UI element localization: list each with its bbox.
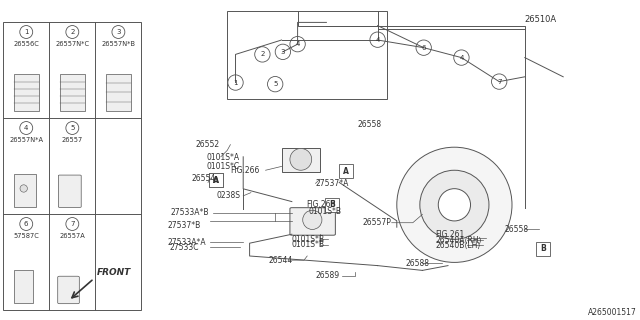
Text: 26557N*C: 26557N*C (55, 42, 90, 47)
Ellipse shape (397, 147, 512, 262)
Text: B: B (330, 200, 335, 209)
Text: 1: 1 (24, 29, 29, 35)
Ellipse shape (275, 44, 291, 60)
Text: 0101S*B: 0101S*B (292, 235, 325, 244)
Ellipse shape (66, 218, 79, 230)
Text: 26557N*A: 26557N*A (9, 138, 44, 143)
Text: 4: 4 (376, 37, 380, 43)
FancyBboxPatch shape (290, 208, 335, 235)
Bar (60, 74, 85, 111)
Ellipse shape (492, 74, 507, 89)
Bar (536, 242, 550, 256)
Text: B: B (540, 244, 545, 253)
Bar (227, 11, 387, 99)
Text: 5: 5 (70, 125, 74, 131)
Text: 4: 4 (460, 55, 463, 60)
Text: FIG.261: FIG.261 (435, 230, 465, 239)
Bar (209, 173, 223, 187)
Text: 0101S*B: 0101S*B (308, 207, 342, 216)
Text: FRONT: FRONT (97, 268, 132, 277)
Text: 57587C: 57587C (13, 234, 39, 239)
Text: A: A (213, 176, 220, 185)
Text: 26510A: 26510A (525, 15, 557, 24)
Ellipse shape (20, 185, 28, 192)
Ellipse shape (303, 210, 322, 229)
Ellipse shape (416, 40, 431, 55)
Ellipse shape (20, 218, 33, 230)
Text: A: A (213, 176, 220, 185)
Ellipse shape (20, 122, 33, 134)
Text: 27533A*A: 27533A*A (167, 238, 205, 247)
Text: 26557P: 26557P (363, 218, 392, 227)
Text: A: A (342, 167, 349, 176)
Bar (282, 148, 320, 172)
Bar (339, 164, 353, 178)
Text: 27537*A: 27537*A (316, 179, 349, 188)
Text: 26540B⟨LH⟩: 26540B⟨LH⟩ (435, 241, 481, 250)
Text: 4: 4 (24, 125, 28, 131)
Text: 26554: 26554 (192, 174, 216, 183)
Text: 26589: 26589 (316, 271, 340, 280)
Text: 26588: 26588 (405, 259, 429, 268)
Text: 2: 2 (260, 52, 264, 57)
FancyBboxPatch shape (58, 276, 79, 304)
Text: 26557N*B: 26557N*B (101, 42, 136, 47)
Text: 7: 7 (70, 221, 75, 227)
Text: 0101S*A: 0101S*A (206, 153, 239, 162)
Text: 6: 6 (421, 45, 426, 51)
Ellipse shape (255, 47, 270, 62)
Ellipse shape (454, 50, 469, 65)
Ellipse shape (20, 26, 33, 38)
Text: 7: 7 (497, 79, 502, 84)
Bar (106, 74, 131, 111)
Bar (13, 174, 36, 207)
Ellipse shape (66, 122, 79, 134)
Ellipse shape (370, 32, 385, 47)
Text: 6: 6 (24, 221, 29, 227)
Bar (325, 198, 339, 212)
Bar (3, 22, 141, 310)
Ellipse shape (420, 170, 489, 239)
Ellipse shape (268, 76, 283, 92)
Text: 26558: 26558 (357, 120, 381, 129)
Text: 5: 5 (273, 81, 277, 87)
Ellipse shape (228, 75, 243, 90)
Bar (13, 270, 33, 303)
Text: 26540A⟨RH⟩: 26540A⟨RH⟩ (435, 236, 482, 245)
Text: 3: 3 (280, 49, 285, 55)
Ellipse shape (290, 36, 305, 52)
Text: 27533A*B: 27533A*B (171, 208, 209, 217)
Ellipse shape (290, 148, 312, 170)
Text: 2: 2 (70, 29, 74, 35)
Bar (13, 74, 39, 111)
Text: 1: 1 (233, 80, 238, 85)
Text: 26557: 26557 (61, 138, 83, 143)
Text: A265001517: A265001517 (588, 308, 637, 317)
FancyBboxPatch shape (58, 175, 81, 207)
Text: 26558: 26558 (504, 225, 529, 234)
Ellipse shape (112, 26, 125, 38)
Text: 26557A: 26557A (60, 234, 85, 239)
Text: 27533C: 27533C (170, 243, 199, 252)
Ellipse shape (66, 26, 79, 38)
Text: 27537*B: 27537*B (167, 221, 200, 230)
Text: 26544: 26544 (269, 256, 293, 265)
Bar (209, 173, 223, 187)
Text: 3: 3 (116, 29, 121, 35)
Text: 0101S*C: 0101S*C (206, 162, 239, 171)
Text: FIG.266: FIG.266 (307, 200, 336, 209)
Text: 26552: 26552 (196, 140, 220, 149)
Text: 0101S*B: 0101S*B (292, 240, 325, 249)
Ellipse shape (438, 189, 470, 221)
Text: 26556C: 26556C (13, 42, 39, 47)
Text: 0238S: 0238S (216, 191, 241, 200)
Text: 4: 4 (296, 41, 300, 47)
Text: FIG.266: FIG.266 (230, 166, 260, 175)
